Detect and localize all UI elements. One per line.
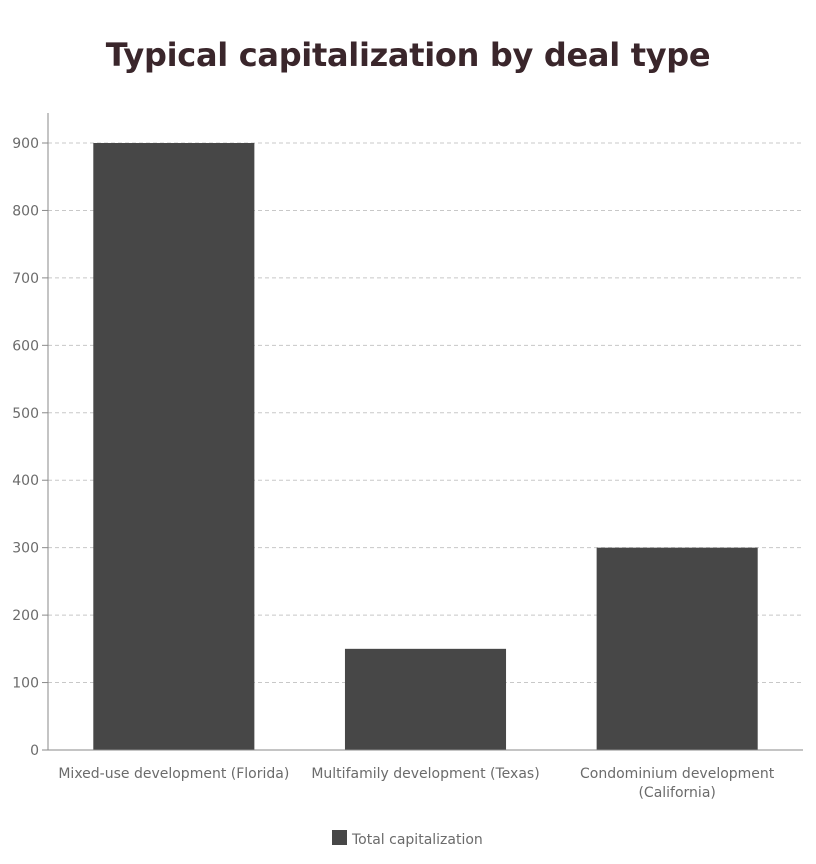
bar xyxy=(344,648,507,750)
y-tick-label: 600 xyxy=(12,338,39,354)
legend: Total capitalization xyxy=(332,830,483,848)
y-tick-label: 300 xyxy=(12,541,39,557)
x-category-label: Mixed-use development (Florida) xyxy=(58,766,289,782)
y-tick-label: 700 xyxy=(12,271,39,287)
legend-swatch xyxy=(332,830,347,845)
bar xyxy=(596,547,758,750)
x-category-label: Condominium development (California) xyxy=(580,766,775,801)
y-tick-label: 500 xyxy=(12,406,39,422)
x-category-labels: Mixed-use development (Florida) Multifami… xyxy=(58,766,774,801)
y-tick-label: 400 xyxy=(12,473,39,489)
y-tick-label: 0 xyxy=(30,743,39,759)
y-tick-label: 900 xyxy=(12,136,39,152)
bars xyxy=(93,143,758,750)
y-tick-labels: 0 100 200 300 400 500 600 700 800 900 xyxy=(12,136,48,759)
axes xyxy=(47,113,803,751)
bar xyxy=(93,143,255,750)
legend-label: Total capitalization xyxy=(351,832,483,848)
y-tick-label: 800 xyxy=(12,203,39,219)
y-tick-label: 100 xyxy=(12,676,39,692)
chart-title: Typical capitalization by deal type xyxy=(105,36,711,74)
y-tick-label: 200 xyxy=(12,608,39,624)
x-category-label: Multifamily development (Texas) xyxy=(311,766,539,782)
